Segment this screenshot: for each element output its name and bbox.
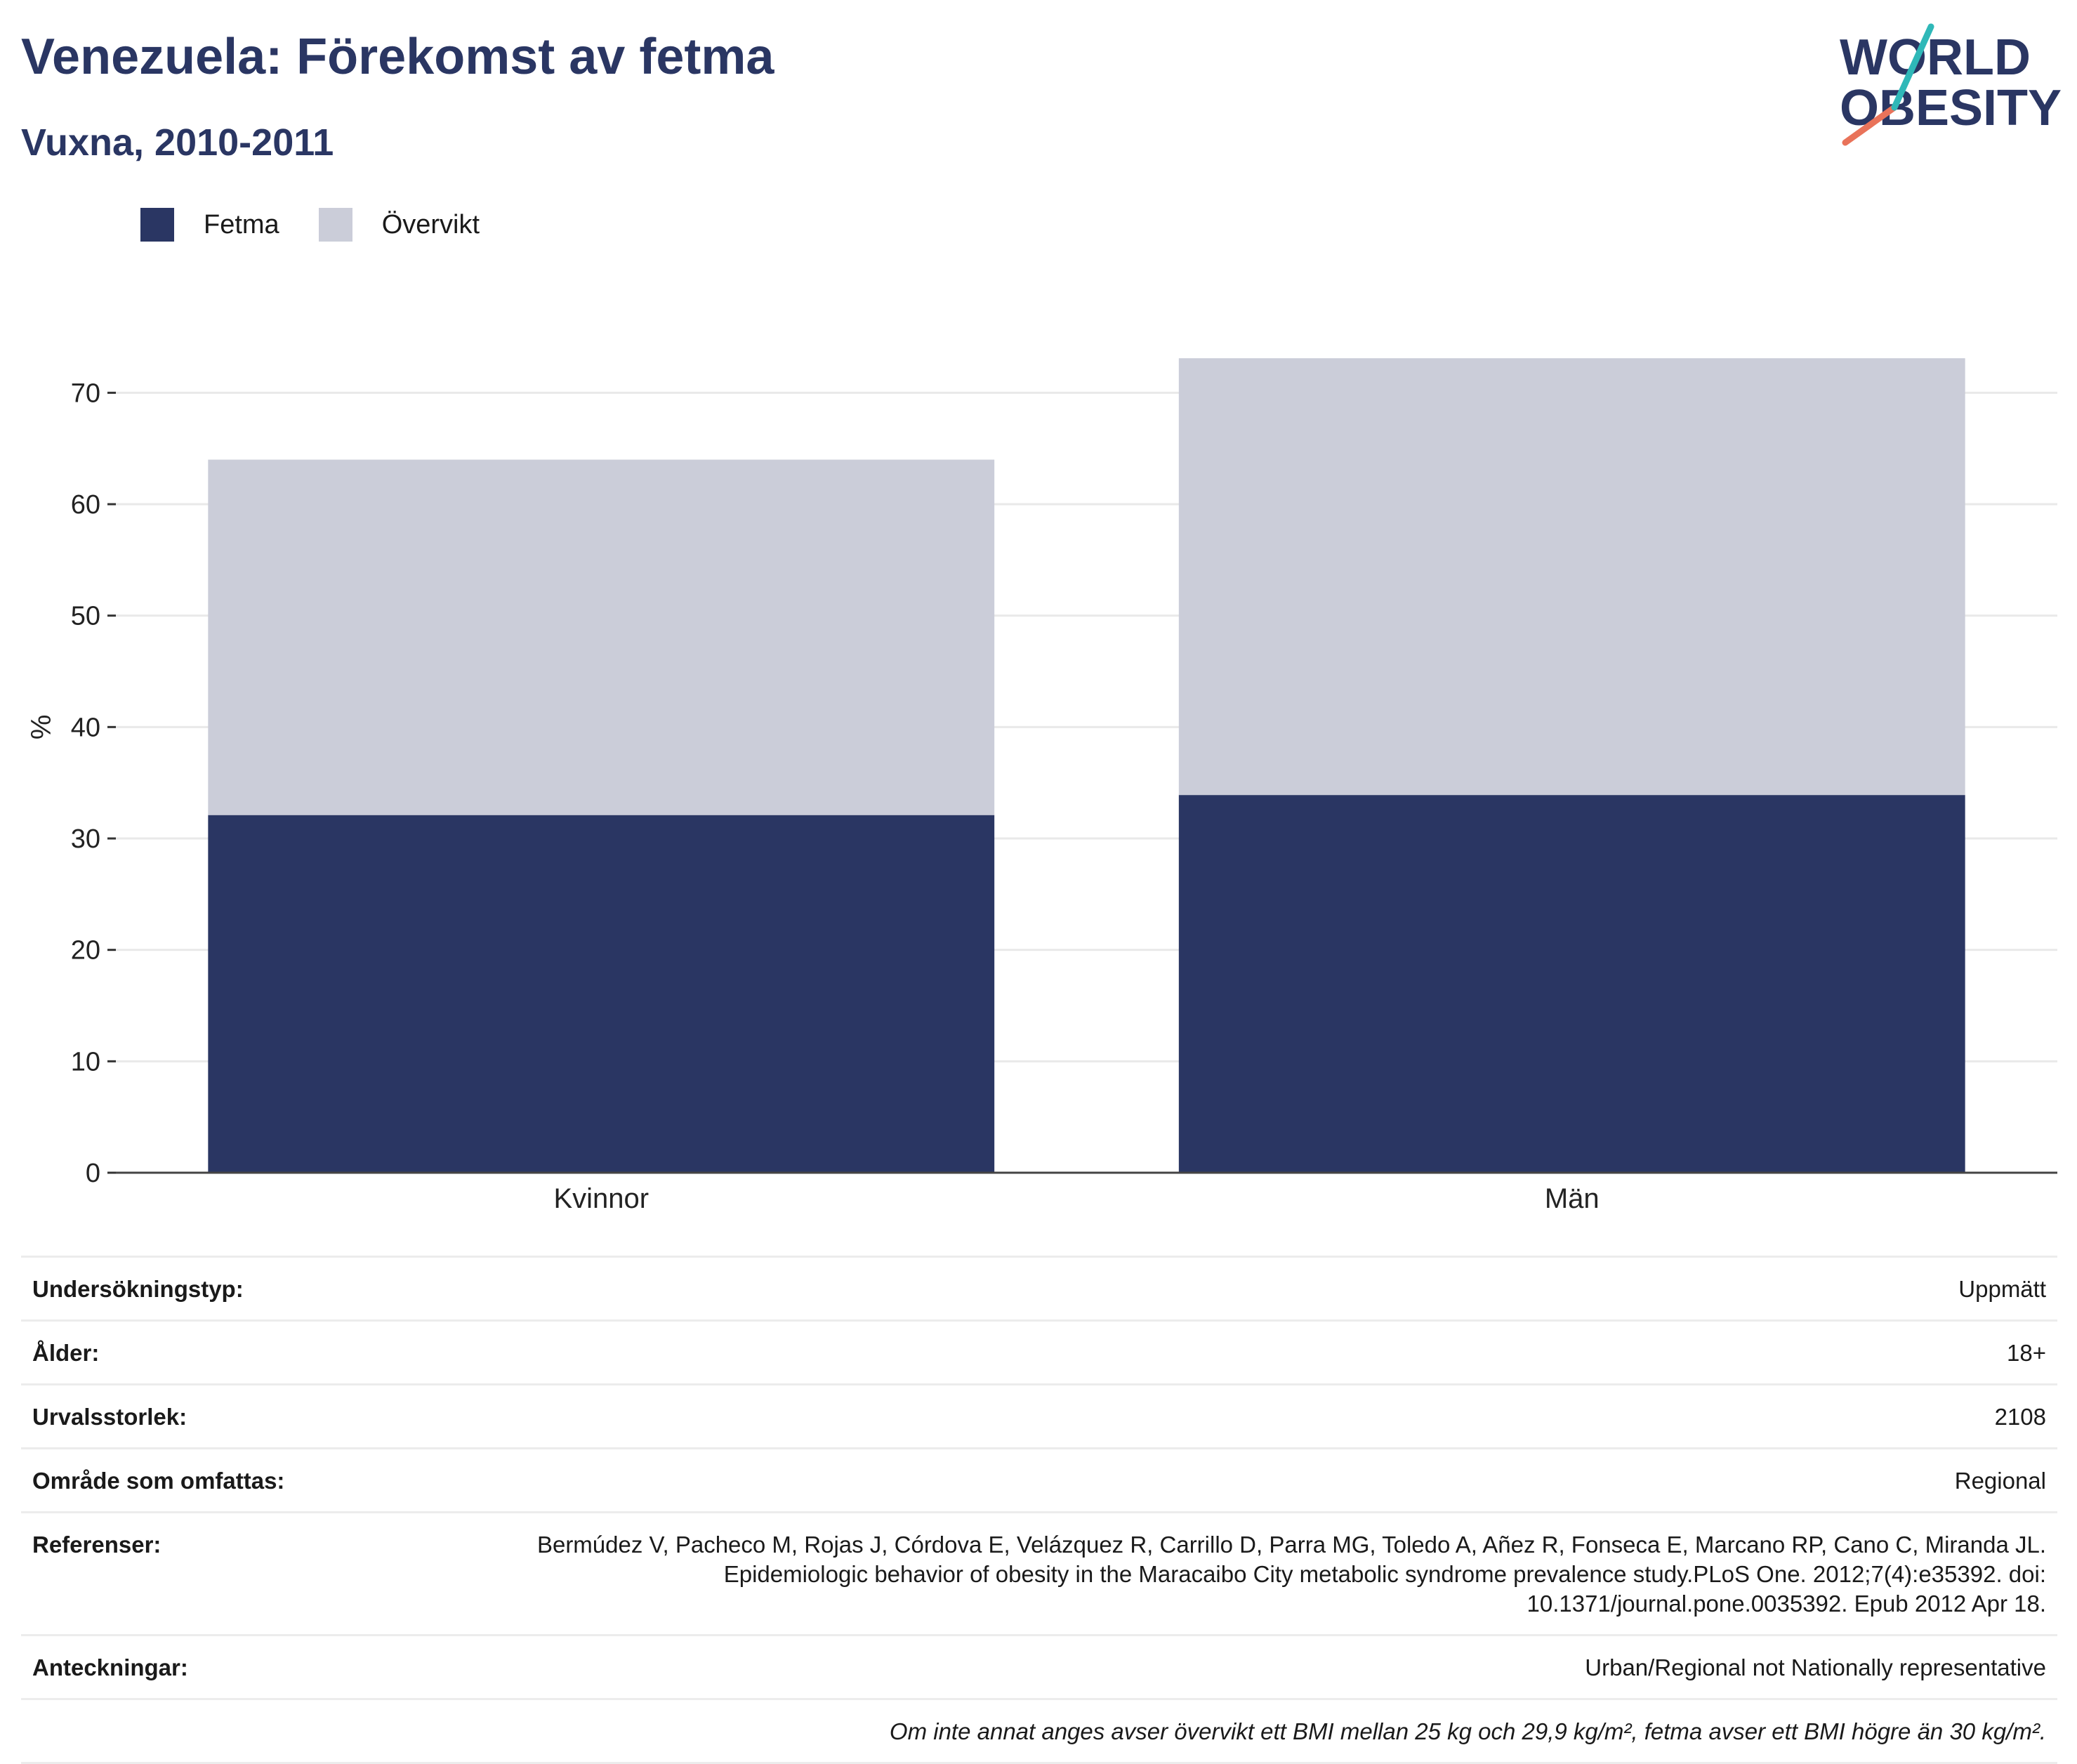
y-tick-label: 0 bbox=[86, 1159, 100, 1188]
logo-slash-coral bbox=[1842, 104, 1898, 146]
chart-legend: Fetma Övervikt bbox=[140, 208, 519, 242]
info-row-survey-type: Undersökningstyp: Uppmätt bbox=[21, 1256, 2057, 1319]
info-value: 18+ bbox=[2007, 1340, 2046, 1366]
legend-label-fetma: Fetma bbox=[204, 209, 279, 239]
y-tick-label: 70 bbox=[71, 379, 100, 408]
legend-item-fetma[interactable]: Fetma bbox=[140, 208, 279, 242]
info-row-sample-size: Urvalsstorlek: 2108 bbox=[21, 1383, 2057, 1447]
info-label: Urvalsstorlek: bbox=[32, 1404, 187, 1430]
bar-fetma bbox=[1178, 795, 1965, 1173]
x-tick-label: Kvinnor bbox=[553, 1183, 649, 1214]
info-value: Bermúdez V, Pacheco M, Rojas J, Córdova … bbox=[536, 1532, 2046, 1617]
info-label: Anteckningar: bbox=[32, 1654, 188, 1680]
y-tick-label: 20 bbox=[71, 936, 100, 966]
bar-fetma bbox=[208, 815, 995, 1173]
legend-swatch-overvikt bbox=[318, 208, 352, 242]
info-row-references: Referenser: Bermúdez V, Pacheco M, Rojas… bbox=[21, 1511, 2057, 1634]
info-value: 2108 bbox=[1994, 1404, 2046, 1430]
info-value: Uppmätt bbox=[1958, 1276, 2046, 1302]
info-row-notes: Anteckningar: Urban/Regional not Nationa… bbox=[21, 1634, 2057, 1698]
info-row-age: Ålder: 18+ bbox=[21, 1319, 2057, 1383]
info-value: Regional bbox=[1954, 1468, 2046, 1494]
info-label: Område som omfattas: bbox=[32, 1468, 285, 1494]
legend-item-overvikt[interactable]: Övervikt bbox=[318, 208, 480, 242]
info-label: Undersökningstyp: bbox=[32, 1276, 244, 1302]
info-label: Ålder: bbox=[32, 1340, 100, 1366]
info-row-area: Område som omfattas: Regional bbox=[21, 1447, 2057, 1511]
bmi-footnote: Om inte annat anges avser övervikt ett B… bbox=[21, 1698, 2057, 1764]
logo-line2: OBESITY bbox=[1840, 80, 2062, 136]
chart-title: Venezuela: Förekomst av fetma bbox=[21, 29, 774, 85]
y-tick-label: 40 bbox=[71, 713, 100, 742]
y-tick-label: 30 bbox=[71, 824, 100, 854]
x-tick-label: Män bbox=[1545, 1183, 1600, 1214]
survey-info-table: Undersökningstyp: Uppmätt Ålder: 18+ Urv… bbox=[21, 1256, 2057, 1764]
legend-label-overvikt: Övervikt bbox=[381, 209, 480, 239]
world-obesity-logo: WORLD OBESITY bbox=[1840, 23, 2062, 146]
logo-slash-teal bbox=[1891, 23, 1934, 111]
stacked-bar-chart: 0 10 20 30 40 50 60 70% Kvinnor Män bbox=[26, 358, 2057, 1214]
footnote-text: Om inte annat anges avser övervikt ett B… bbox=[889, 1718, 2046, 1744]
bar-overvikt bbox=[208, 459, 995, 815]
logo-line1: WORLD bbox=[1840, 29, 2031, 86]
info-value: Urban/Regional not Nationally representa… bbox=[1585, 1654, 2046, 1680]
y-tick-label: 10 bbox=[71, 1047, 100, 1077]
bar-overvikt bbox=[1178, 358, 1965, 796]
legend-swatch-fetma bbox=[140, 208, 174, 242]
y-axis-label: % bbox=[26, 715, 57, 740]
chart-subtitle: Vuxna, 2010-2011 bbox=[21, 121, 334, 164]
y-tick-label: 50 bbox=[71, 602, 100, 631]
y-tick-label: 60 bbox=[71, 490, 100, 520]
info-label: Referenser: bbox=[32, 1532, 161, 1558]
